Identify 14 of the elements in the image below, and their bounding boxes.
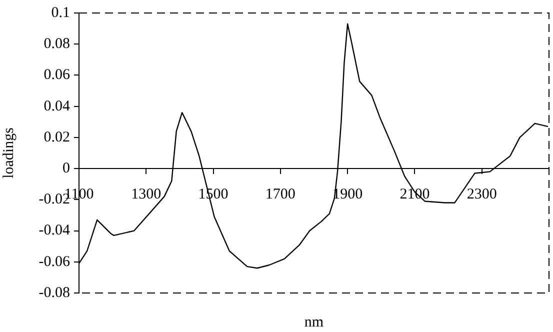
y-tick-label: 0.04 bbox=[44, 98, 70, 114]
x-tick-label: 1300 bbox=[131, 186, 162, 202]
y-tick-label: -0.04 bbox=[38, 222, 70, 239]
y-tick-label: 0.08 bbox=[44, 36, 70, 52]
x-axis-title: nm bbox=[304, 314, 324, 330]
y-tick-label: 0.1 bbox=[51, 4, 70, 21]
y-tick-label: -0.06 bbox=[38, 254, 70, 270]
y-tick-label: 0 bbox=[62, 160, 70, 176]
x-tick-label: 2300 bbox=[466, 186, 497, 202]
x-tick-label: 1700 bbox=[265, 186, 296, 202]
y-tick-label: -0.08 bbox=[38, 284, 70, 301]
y-tick-label: 0.02 bbox=[44, 129, 70, 146]
y-tick-label: 0.06 bbox=[44, 67, 70, 84]
y-axis-title: loadings bbox=[0, 127, 17, 178]
